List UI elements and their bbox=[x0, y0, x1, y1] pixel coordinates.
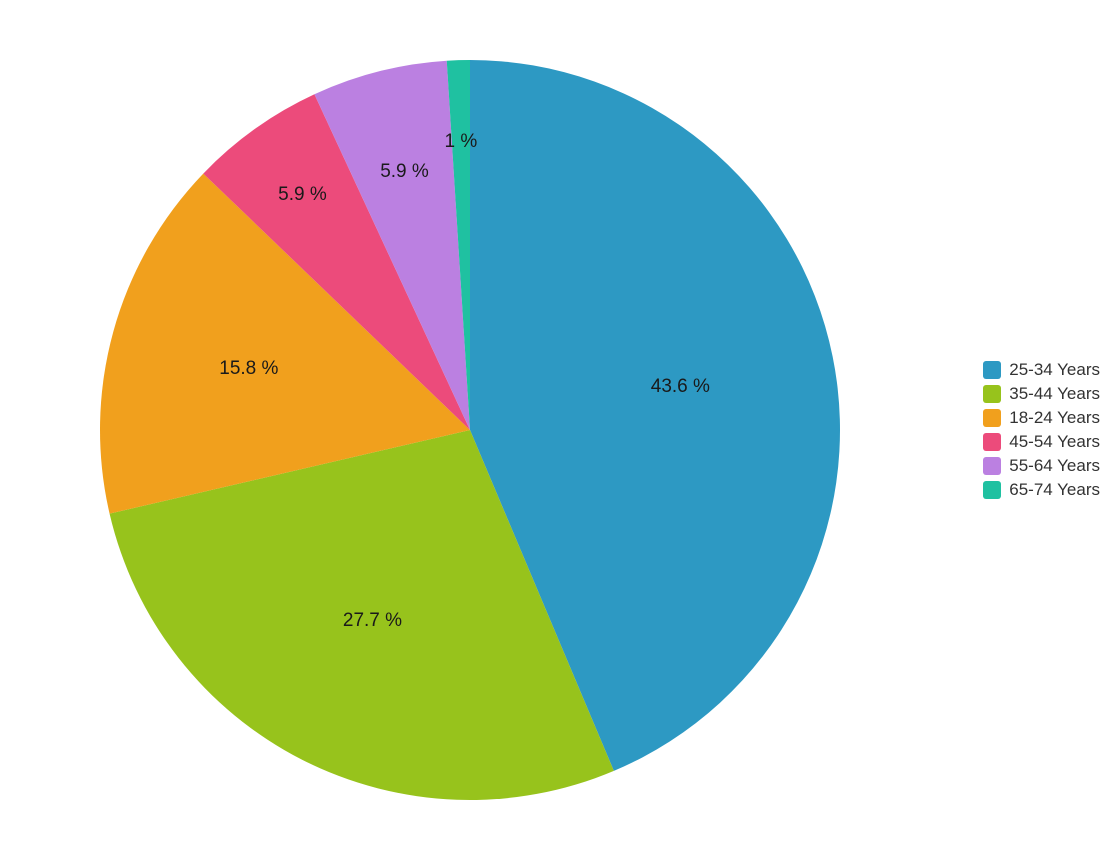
legend-item: 55-64 Years bbox=[983, 456, 1100, 476]
legend-label: 45-54 Years bbox=[1009, 432, 1100, 452]
legend-label: 65-74 Years bbox=[1009, 480, 1100, 500]
slice-label: 1 % bbox=[445, 131, 478, 153]
legend-item: 35-44 Years bbox=[983, 384, 1100, 404]
pie-chart-container: 43.6 % 27.7 % 15.8 % 5.9 % 5.9 % 1 % 25-34 Ye… bbox=[0, 0, 1120, 860]
legend-item: 65-74 Years bbox=[983, 480, 1100, 500]
legend-label: 25-34 Years bbox=[1009, 360, 1100, 380]
legend-item: 18-24 Years bbox=[983, 408, 1100, 428]
legend-swatch bbox=[983, 361, 1001, 379]
legend-label: 55-64 Years bbox=[1009, 456, 1100, 476]
legend-swatch bbox=[983, 433, 1001, 451]
legend-swatch bbox=[983, 481, 1001, 499]
legend-label: 35-44 Years bbox=[1009, 384, 1100, 404]
legend-swatch bbox=[983, 409, 1001, 427]
slice-label: 43.6 % bbox=[651, 376, 710, 398]
legend-swatch bbox=[983, 457, 1001, 475]
slice-label: 27.7 % bbox=[343, 610, 402, 632]
legend-swatch bbox=[983, 385, 1001, 403]
legend-item: 25-34 Years bbox=[983, 360, 1100, 380]
slice-label: 5.9 % bbox=[278, 184, 327, 206]
slice-label: 15.8 % bbox=[219, 358, 278, 380]
legend-item: 45-54 Years bbox=[983, 432, 1100, 452]
pie-chart-svg bbox=[0, 0, 1120, 860]
slice-label: 5.9 % bbox=[380, 161, 429, 183]
chart-legend: 25-34 Years 35-44 Years 18-24 Years 45-54 Y… bbox=[983, 356, 1100, 504]
legend-label: 18-24 Years bbox=[1009, 408, 1100, 428]
